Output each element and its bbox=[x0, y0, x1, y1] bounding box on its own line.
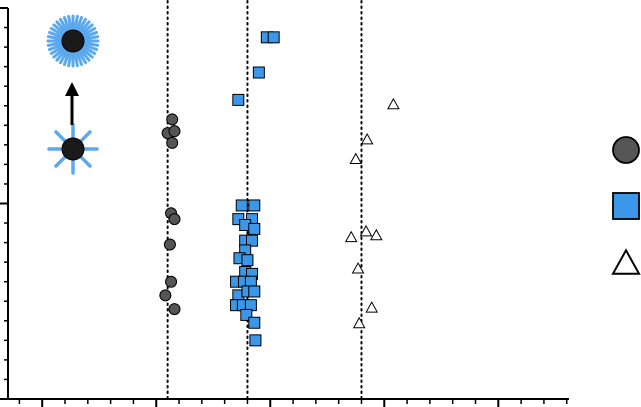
ligand-spike bbox=[67, 14, 73, 33]
upward-arrow-icon bbox=[65, 82, 79, 125]
ligand-spike bbox=[48, 42, 66, 52]
data-point-square bbox=[248, 199, 261, 212]
ligand-spike bbox=[55, 47, 69, 62]
ligand-spike bbox=[67, 49, 73, 68]
ligand-spike bbox=[46, 41, 65, 47]
ligand-spike bbox=[55, 20, 69, 35]
data-point-circle bbox=[168, 213, 181, 226]
ligand-spike bbox=[59, 48, 70, 65]
legend-symbol-circle bbox=[612, 136, 640, 164]
ligand-spike bbox=[52, 45, 67, 59]
ligand-spike bbox=[78, 154, 92, 168]
ligand-spike bbox=[74, 16, 84, 34]
data-point-triangle bbox=[352, 316, 366, 329]
data-point-square bbox=[267, 31, 280, 44]
ligand-spike bbox=[49, 44, 66, 55]
ligand-spike bbox=[73, 14, 79, 33]
ligand-spike bbox=[54, 154, 68, 168]
particle-core bbox=[61, 29, 85, 53]
data-point-square bbox=[232, 93, 245, 106]
ligand-spike bbox=[77, 20, 91, 35]
ligand-spike bbox=[49, 27, 66, 38]
data-point-circle bbox=[168, 303, 181, 316]
reference-lines bbox=[166, 0, 363, 400]
legend-symbol-square bbox=[612, 192, 640, 220]
ligand-spike bbox=[80, 42, 98, 52]
data-point-triangle bbox=[344, 230, 358, 243]
ligand-spike bbox=[54, 130, 68, 144]
arrow-head bbox=[65, 82, 79, 96]
data-point-circle bbox=[163, 238, 176, 251]
ligand-spike bbox=[80, 44, 97, 55]
data-point-triangle bbox=[387, 97, 400, 110]
ligand-spike bbox=[59, 17, 70, 34]
nanoparticle-with-sparse-ligands-icon bbox=[47, 123, 99, 175]
ligand-spike bbox=[62, 16, 72, 34]
data-point-square bbox=[249, 334, 262, 347]
ligand-spike bbox=[78, 130, 92, 144]
ligand-spike bbox=[74, 48, 84, 66]
data-point-square bbox=[248, 285, 261, 298]
data-points bbox=[159, 31, 400, 347]
ligand-spike bbox=[77, 47, 91, 62]
data-point-square bbox=[240, 308, 253, 321]
ligand-spike bbox=[81, 41, 100, 47]
ligand-spike bbox=[79, 23, 94, 37]
data-point-square bbox=[241, 254, 254, 267]
ligand-spike bbox=[80, 30, 98, 40]
data-point-square bbox=[235, 199, 248, 212]
particle-core bbox=[61, 137, 85, 161]
data-point-triangle bbox=[349, 152, 363, 164]
ligand-spike bbox=[79, 45, 94, 59]
ligand-spike bbox=[80, 27, 97, 38]
ligand-spike bbox=[52, 23, 67, 37]
axes bbox=[0, 7, 569, 407]
data-point-triangle bbox=[365, 301, 379, 313]
particle-illustration bbox=[46, 14, 100, 175]
legend bbox=[611, 136, 641, 275]
data-point-circle bbox=[166, 113, 179, 126]
nanoparticle-with-dense-corona-icon bbox=[46, 14, 100, 68]
data-point-triangle bbox=[351, 262, 365, 274]
data-point-circle bbox=[168, 125, 181, 138]
ligand-spike bbox=[81, 35, 100, 41]
ligand-spike bbox=[76, 48, 87, 65]
ligand-spike bbox=[73, 49, 79, 68]
data-point-square bbox=[246, 234, 259, 247]
ligand-spike bbox=[46, 35, 65, 41]
ligand-spike bbox=[62, 48, 72, 66]
data-point-square bbox=[248, 222, 261, 235]
data-point-triangle bbox=[359, 224, 373, 237]
data-point-triangle bbox=[369, 228, 383, 241]
data-point-circle bbox=[165, 275, 178, 288]
legend-symbol-triangle bbox=[611, 248, 641, 275]
ligand-spike bbox=[48, 30, 66, 40]
data-point-triangle bbox=[360, 133, 374, 145]
ligand-spike bbox=[76, 17, 87, 34]
data-point-circle bbox=[159, 289, 172, 302]
data-point-square bbox=[252, 66, 265, 79]
data-point-circle bbox=[166, 136, 179, 149]
data-point-square bbox=[248, 316, 261, 329]
